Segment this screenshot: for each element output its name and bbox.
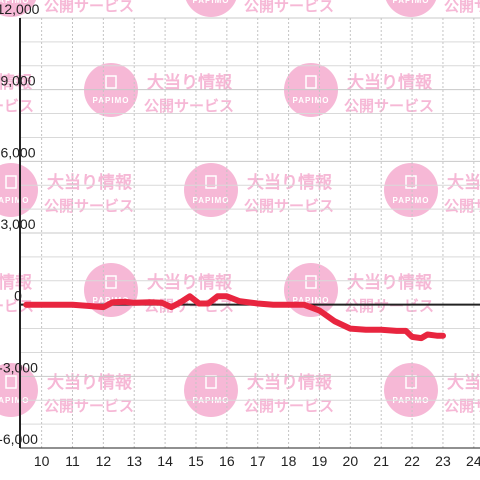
watermark-logo-icon [5,375,17,389]
watermark-logo-icon [205,175,217,189]
watermark-line1: 大当り情報 [47,372,133,393]
watermark-line2: 公開サービス [344,297,434,315]
watermark-line2: 公開サービス [0,97,34,115]
x-tick-label: 24 [466,453,480,469]
watermark-line2: 公開サービス [244,0,334,15]
watermark-line1: 大当り情報 [147,72,233,93]
watermark-line1: 大当り情報 [447,372,480,393]
watermark-line2: 公開サービス [444,197,480,215]
watermark-line2: 公開サービス [44,397,134,415]
y-tick-label: 0 [14,288,22,304]
x-tick-label: 17 [250,453,266,469]
y-tick-label: 9,000 [0,73,35,89]
x-tick-label: 11 [65,453,80,469]
x-tick-label: 13 [126,453,142,469]
y-tick-label: 12,000 [0,1,40,17]
watermark-brand: PAPIMO [0,396,29,405]
watermark-logo-circle [184,163,238,217]
watermark-logo-circle [385,0,437,17]
watermark-logo-circle [184,363,238,417]
watermark-line2: 公開サービス [44,197,134,215]
watermark-line1: 大当り情報 [247,372,333,393]
series-line [23,293,446,342]
x-tick-label: 10 [34,453,50,469]
y-tick-label: 3,000 [0,216,35,232]
watermark-line1: 大当り情報 [147,272,233,293]
x-tick-label: 16 [219,453,235,469]
x-tick-label: 21 [373,453,389,469]
watermark-logo-circle [384,363,438,417]
watermark-logo-icon [305,75,317,89]
watermark-line1: 大当り情報 [247,172,333,193]
watermark-logo-circle [0,0,37,17]
watermark-line1: 大当り情報 [0,272,33,293]
watermark-line1: 大当り情報 [347,272,433,293]
series-layer [23,293,446,342]
watermark-brand: PAPIMO [0,0,29,5]
watermark-brand: PAPIMO [193,0,230,5]
watermark-brand: PAPIMO [393,0,430,5]
watermark-brand: PAPIMO [0,196,29,205]
tick-label-layer: 12,000 9,000 6,000 3,000 0 -3,000 -6,000 10 11 12… [0,1,480,469]
watermark-line2: 公開サービス [44,0,134,15]
watermark-line1: 大当り情報 [47,172,133,193]
y-tick-label: -6,000 [0,431,38,447]
x-tick-label: 14 [157,453,173,469]
watermark-brand: PAPIMO [193,196,230,205]
x-tick-label: 22 [404,453,420,469]
watermark-logo-circle [384,163,438,217]
watermark-logo-circle [185,0,237,17]
watermark-line2: 公開サービス [0,297,34,315]
watermark-line1: 大当り情報 [447,172,480,193]
y-tick-label: -3,000 [0,359,38,375]
x-tick-label: 19 [312,453,328,469]
watermark-line2: 公開サービス [344,97,434,115]
watermark-brand: PAPIMO [293,296,330,305]
watermark-line1: 大当り情報 [0,72,33,93]
x-tick-label: 18 [281,453,297,469]
watermark-logo-icon [405,175,417,189]
watermark-logo-icon [105,275,117,289]
watermark-brand: PAPIMO [293,96,330,105]
x-tick-label: 15 [188,453,204,469]
x-tick-label: 20 [343,453,359,469]
x-tick-label: 12 [96,453,112,469]
watermark-brand: PAPIMO [93,96,130,105]
y-tick-label: 6,000 [0,144,35,160]
watermark-brand: PAPIMO [393,196,430,205]
watermark-line1: 大当り情報 [347,72,433,93]
x-tick-label: 23 [435,453,451,469]
watermark-logo-icon [5,175,17,189]
watermark-layer: PAPIMO大当り情報公開サービスPAPIMO大当り情報公開サービスPAPIMO… [0,0,480,417]
watermark-line2: 公開サービス [144,97,234,115]
watermark-line2: 公開サービス [444,0,480,15]
watermark-logo-icon [305,275,317,289]
watermark-logo-icon [105,75,117,89]
watermark-line2: 公開サービス [444,397,480,415]
